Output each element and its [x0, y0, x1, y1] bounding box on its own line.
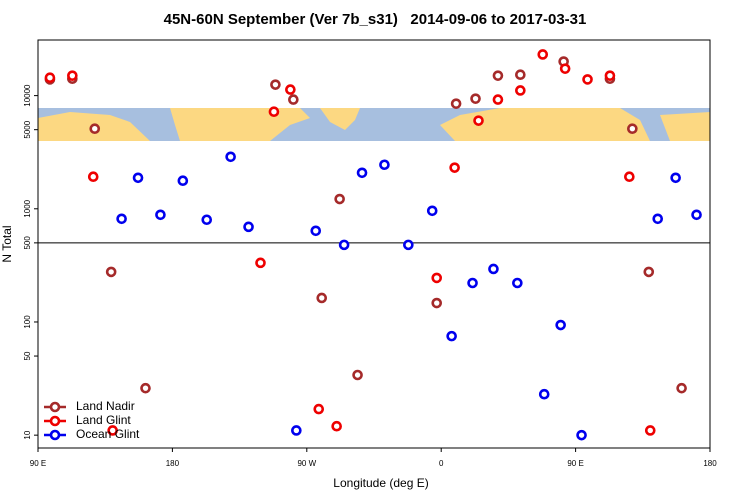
data-point — [426, 205, 438, 217]
x-tick-label: 90 E — [567, 459, 583, 468]
data-point — [431, 272, 443, 284]
data-point — [201, 214, 213, 226]
data-point — [140, 382, 151, 394]
legend-label: Land Glint — [76, 413, 131, 427]
data-point — [338, 239, 350, 251]
y-tick-label: 5000 — [23, 120, 32, 138]
data-point — [403, 239, 414, 251]
legend-marker — [49, 429, 61, 441]
data-point — [691, 209, 702, 221]
x-tick-label: 180 — [166, 459, 180, 468]
data-point — [356, 167, 368, 179]
data-point — [559, 63, 571, 74]
data-point — [132, 172, 144, 184]
y-tick-label: 1000 — [23, 199, 32, 217]
data-point — [352, 369, 363, 381]
data-point — [107, 425, 118, 436]
data-point — [643, 266, 655, 278]
data-point — [44, 72, 56, 83]
data-point — [116, 213, 127, 225]
data-point — [450, 98, 462, 109]
data-point — [331, 420, 342, 432]
x-tick-label: 0 — [439, 459, 444, 468]
data-point — [291, 425, 302, 436]
data-point — [379, 159, 390, 171]
data-point — [515, 69, 526, 81]
data-point — [652, 213, 664, 225]
data-point — [105, 266, 117, 278]
data-point — [555, 319, 566, 331]
x-tick-label: 90 W — [297, 459, 316, 468]
data-point — [67, 70, 78, 81]
x-axis-label: Longitude (deg E) — [333, 476, 428, 490]
data-point — [270, 79, 281, 90]
data-point — [89, 123, 101, 135]
data-point — [488, 263, 499, 275]
data-point — [624, 171, 635, 183]
data-point — [268, 106, 280, 117]
data-point — [310, 225, 322, 237]
data-point — [316, 292, 328, 304]
map-band — [38, 108, 710, 141]
legend-marker — [49, 415, 61, 427]
data-point — [627, 123, 638, 135]
x-tick-label: 90 E — [30, 459, 46, 468]
data-point — [177, 175, 189, 187]
data-point — [285, 84, 296, 95]
data-point — [243, 221, 254, 233]
data-point — [537, 49, 549, 60]
data-point — [515, 85, 526, 96]
data-point — [576, 429, 587, 441]
data-point — [470, 93, 481, 104]
data-point — [313, 403, 325, 415]
legend-label: Ocean Glint — [76, 427, 140, 441]
data-point — [512, 277, 523, 289]
data-point — [644, 425, 656, 436]
data-point — [538, 388, 550, 400]
data-point — [676, 382, 687, 394]
data-point — [225, 151, 236, 163]
plot-frame — [37, 39, 711, 449]
legend-marker — [49, 401, 61, 413]
data-point — [582, 74, 593, 85]
chart-title: 45N-60N September (Ver 7b_s31) 2014-09-0… — [164, 11, 587, 28]
y-tick-label: 10000 — [23, 84, 32, 107]
data-point — [449, 162, 460, 173]
data-point — [288, 94, 299, 105]
y-tick-label: 50 — [23, 351, 32, 360]
data-point — [255, 257, 266, 269]
data-point — [492, 94, 504, 105]
data-point — [473, 115, 484, 126]
data-point — [670, 172, 681, 184]
x-tick-label: 180 — [703, 459, 717, 468]
y-tick-label: 100 — [23, 315, 32, 329]
data-point — [604, 70, 616, 81]
y-tick-label: 10 — [23, 430, 32, 439]
data-point — [155, 209, 166, 221]
y-tick-label: 500 — [23, 236, 32, 250]
data-point — [492, 70, 504, 81]
data-point — [334, 193, 345, 205]
legend-label: Land Nadir — [76, 399, 135, 413]
data-point — [446, 330, 457, 342]
data-point — [87, 171, 99, 183]
data-point — [467, 277, 478, 289]
data-point — [431, 297, 443, 309]
y-axis-label: N Total — [0, 225, 14, 262]
